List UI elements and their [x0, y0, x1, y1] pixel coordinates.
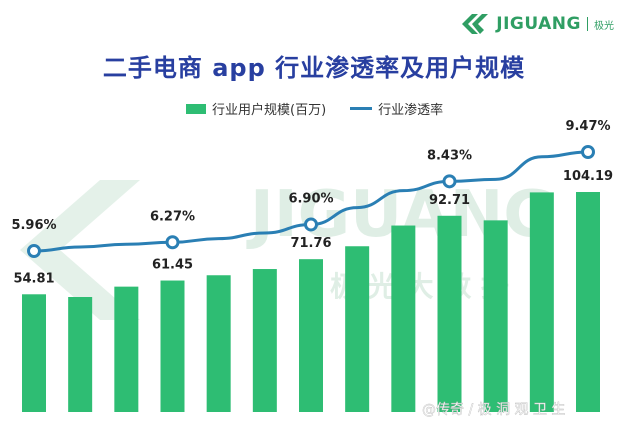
line-point: [581, 145, 595, 159]
legend-line-swatch: [350, 107, 373, 110]
bar: [529, 192, 554, 412]
bar-value-label: 61.45: [152, 258, 193, 273]
jiguang-logo-icon: [462, 14, 489, 34]
bar: [160, 280, 185, 412]
chart-title: 二手电商 app 行业渗透率及用户规模: [102, 54, 526, 82]
line-value-label: 9.47%: [565, 119, 610, 134]
line-value-label: 6.90%: [288, 191, 333, 206]
bar: [68, 297, 93, 412]
line-series: [27, 145, 595, 258]
legend-label-users: 行业用户规模(百万): [212, 103, 327, 118]
legend-item-users: 行业用户规模(百万): [186, 99, 326, 118]
bar: [391, 225, 416, 412]
bar: [22, 294, 46, 412]
legend-item-penetration: 行业渗透率: [350, 99, 443, 118]
legend-label-penetration: 行业渗透率: [378, 103, 444, 118]
bar: [345, 246, 370, 412]
bar-value-label: 54.81: [13, 271, 54, 286]
line-value-label: 6.27%: [150, 209, 195, 224]
legend-bar-swatch: [186, 103, 206, 114]
bar-value-label: 92.71: [429, 193, 470, 208]
line-point: [27, 244, 41, 258]
bar: [206, 275, 231, 412]
line-point: [165, 235, 180, 250]
data-labels: 54.81 61.45 71.76 92.71 104.19 5.96% 6.27% 6.90…: [11, 119, 613, 286]
bar: [299, 259, 323, 412]
bar: [252, 269, 277, 412]
line-point: [304, 217, 318, 232]
brand-logo: JIGUANG 极光: [458, 10, 614, 38]
bar-series: [22, 192, 600, 412]
line-value-label: 8.43%: [427, 148, 472, 163]
bar: [437, 215, 462, 412]
line-point: [442, 174, 457, 189]
bar: [114, 286, 139, 412]
logo-chinese-text: 极光: [594, 20, 614, 32]
footer-watermark: @传奇 / 极 洞 观 卫 生: [422, 401, 565, 418]
line-value-label: 5.96%: [11, 218, 56, 233]
logo-text: JIGUANG: [496, 14, 581, 34]
chart-legend: 行业用户规模(百万) 行业渗透率: [186, 99, 467, 118]
bar-value-label: 71.76: [290, 236, 331, 251]
bar-value-label: 104.19: [563, 169, 613, 184]
bar: [576, 192, 600, 412]
bar: [483, 220, 508, 412]
logo-divider: [587, 17, 588, 31]
